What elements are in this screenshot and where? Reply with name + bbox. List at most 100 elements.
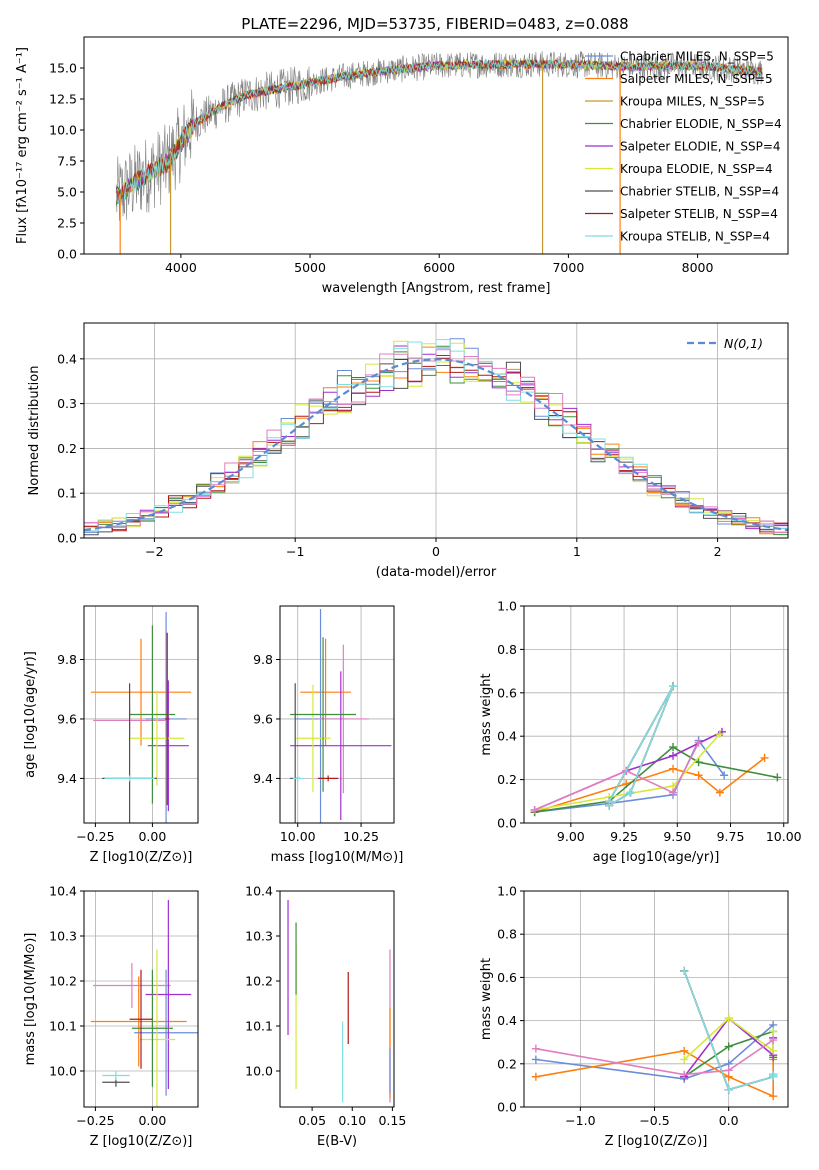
legend-label: Chabrier MILES, N_SSP=5 xyxy=(620,50,774,64)
plus-marker xyxy=(669,682,678,691)
x-axis-label: mass [log10(M/M⊙)] xyxy=(271,850,404,865)
y-tick-label: 0.8 xyxy=(497,642,517,657)
x-axis-label: Z [log10(Z/Z⊙)] xyxy=(605,1134,708,1149)
x-tick-label: 9.75 xyxy=(717,829,745,844)
plus-marker xyxy=(715,788,724,797)
x-tick-label: 0.00 xyxy=(138,829,166,844)
y-axis-label: mass weight xyxy=(479,673,494,755)
y-tick-label: 10.0 xyxy=(49,123,77,138)
y-axis-label: age [log10(age/yr)] xyxy=(23,651,38,778)
x-tick-label: 0 xyxy=(432,544,440,559)
model-spectrum xyxy=(115,58,763,206)
x-tick-label: 9.25 xyxy=(610,829,638,844)
plot-area xyxy=(90,611,192,823)
axes-frame xyxy=(279,890,395,1108)
plus-marker xyxy=(760,753,769,762)
y-tick-label: 0.2 xyxy=(497,772,517,787)
y-tick-label: 0.4 xyxy=(497,1013,517,1028)
plus-marker xyxy=(773,773,782,782)
legend-label: Salpeter MILES, N_SSP=5 xyxy=(620,72,773,86)
plot-area xyxy=(290,608,392,823)
plus-marker xyxy=(724,1066,733,1075)
plus-marker xyxy=(724,1085,733,1094)
y-axis-label: mass weight xyxy=(479,958,494,1040)
plus-marker xyxy=(626,788,635,797)
plot-area xyxy=(530,682,782,817)
x-tick-label: −0.5 xyxy=(639,1113,669,1128)
residual-histogram xyxy=(84,349,788,534)
legend-label: Kroupa STELIB, N_SSP=4 xyxy=(620,230,770,244)
plus-marker xyxy=(680,1070,689,1079)
y-tick-label: 0.1 xyxy=(57,486,77,501)
x-axis-label: age [log10(age/yr)] xyxy=(593,850,720,865)
y-tick-label: 9.6 xyxy=(253,711,273,726)
model-spectrum xyxy=(115,59,763,199)
y-tick-label: 0.8 xyxy=(497,927,517,942)
plus-marker xyxy=(769,1046,778,1055)
y-axis-label: mass [log10(M/M⊙)] xyxy=(23,933,38,1066)
x-tick-label: 0.00 xyxy=(138,1113,166,1128)
mass-weight-line xyxy=(534,742,700,811)
plus-marker xyxy=(720,771,729,780)
x-axis-label: wavelength [Angstrom, rest frame] xyxy=(322,281,551,296)
axes-frame xyxy=(83,605,199,824)
x-tick-label: 6000 xyxy=(423,260,455,275)
x-tick-label: 7000 xyxy=(552,260,584,275)
legend-label: Kroupa MILES, N_SSP=5 xyxy=(620,95,765,109)
plot-area xyxy=(84,338,788,536)
y-tick-label: 10.2 xyxy=(49,974,77,989)
spectrum-legend: Chabrier MILES, N_SSP=5 Salpeter MILES, N… xyxy=(585,50,782,244)
plus-marker xyxy=(669,764,678,773)
panel-age-vs-mass: 10.00 10.25 9.4 9.6 9.8 mass [log10(M/M⊙)] xyxy=(253,605,404,865)
plus-marker xyxy=(715,730,724,739)
y-tick-label: 0.6 xyxy=(497,685,517,700)
plus-marker xyxy=(694,738,703,747)
x-tick-label: −2 xyxy=(145,544,163,559)
plus-marker xyxy=(694,758,703,767)
y-tick-label: 0.4 xyxy=(497,729,517,744)
y-tick-label: 9.8 xyxy=(253,652,273,667)
plus-marker xyxy=(669,751,678,760)
plus-marker xyxy=(769,1092,778,1101)
x-tick-label: −1.0 xyxy=(565,1113,595,1128)
y-tick-label: 10.4 xyxy=(245,884,273,899)
axes-frame xyxy=(523,890,789,1108)
axes-frame xyxy=(279,605,395,824)
x-tick-label: 8000 xyxy=(682,260,714,275)
y-tick-label: 1.0 xyxy=(497,599,517,614)
y-tick-label: 0.0 xyxy=(57,247,77,262)
y-tick-label: 9.6 xyxy=(57,711,77,726)
axes-frame xyxy=(83,36,789,255)
y-tick-label: 1.0 xyxy=(497,884,517,899)
mass-weight-line xyxy=(535,1039,774,1076)
x-tick-label: 0.05 xyxy=(298,1113,326,1128)
y-tick-label: 10.3 xyxy=(245,929,273,944)
y-tick-label: 10.0 xyxy=(49,1064,77,1079)
legend-label: N(0,1) xyxy=(724,336,763,351)
y-tick-label: 0.2 xyxy=(57,441,77,456)
y-tick-label: 9.4 xyxy=(253,771,273,786)
plus-marker xyxy=(605,797,614,806)
y-tick-label: 10.4 xyxy=(49,884,77,899)
y-tick-label: 9.8 xyxy=(57,652,77,667)
plot-area xyxy=(90,900,198,1107)
legend-label: Salpeter STELIB, N_SSP=4 xyxy=(620,207,778,221)
y-tick-label: 10.3 xyxy=(49,929,77,944)
residual-legend: N(0,1) xyxy=(687,336,763,351)
plus-marker xyxy=(531,1055,540,1064)
legend-label: Salpeter ELODIE, N_SSP=4 xyxy=(620,140,781,154)
legend-label: Chabrier ELODIE, N_SSP=4 xyxy=(620,117,782,131)
plus-marker xyxy=(724,1014,733,1023)
plus-marker xyxy=(769,1027,778,1036)
y-tick-label: 0.0 xyxy=(497,1100,517,1115)
mass-weight-line xyxy=(534,738,725,813)
panel-age-vs-Z: −0.25 0.00 9.4 9.6 9.8 Z [log10(Z/Z⊙)] age [lo… xyxy=(23,605,199,865)
y-tick-label: 0.2 xyxy=(497,1056,517,1071)
x-tick-label: −0.25 xyxy=(76,1113,114,1128)
mass-weight-line xyxy=(534,733,721,811)
normal-curve xyxy=(84,358,788,532)
plus-marker xyxy=(724,1042,733,1051)
y-tick-label: 7.5 xyxy=(57,154,77,169)
x-tick-label: 9.00 xyxy=(557,829,585,844)
x-tick-label: 4000 xyxy=(165,260,197,275)
